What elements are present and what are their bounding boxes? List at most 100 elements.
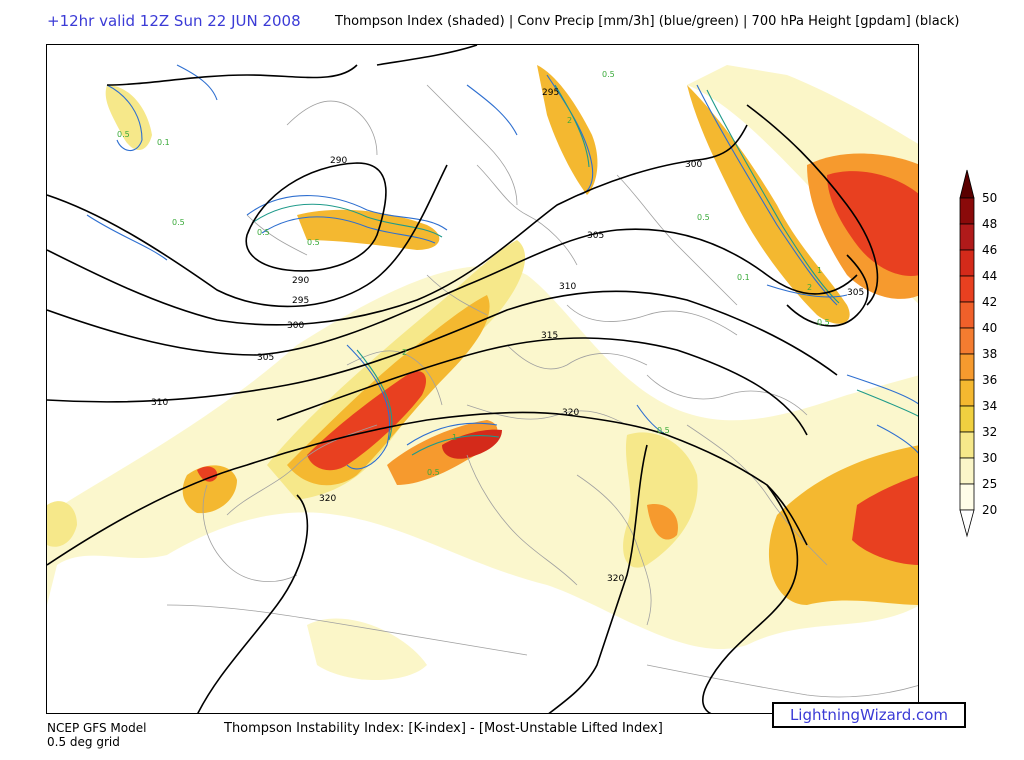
precip-label: 0.5 xyxy=(117,130,130,139)
colorbar-swatches xyxy=(959,169,975,538)
height-label: 305 xyxy=(257,353,274,363)
colorbar-label: 50 xyxy=(982,191,998,205)
height-label: 300 xyxy=(287,321,304,331)
model-name: NCEP GFS Model xyxy=(47,721,147,735)
shade-turkey-orange xyxy=(769,445,918,605)
contour-290-closed xyxy=(245,162,387,272)
model-info: NCEP GFS Model 0.5 deg grid xyxy=(47,721,146,749)
shade-pale-area xyxy=(47,266,918,649)
shade-norway-orange xyxy=(537,65,598,195)
shade-uk-orange xyxy=(297,209,440,250)
colorbar-label: 36 xyxy=(982,373,998,387)
map-svg: 295 290 290 295 300 300 305 305 310 310 … xyxy=(47,45,918,713)
precip-label: 2 xyxy=(567,116,572,125)
precip-label: 0.5 xyxy=(657,426,670,435)
shade-italy-red xyxy=(442,429,502,459)
precip-label: 0.5 xyxy=(172,218,185,227)
height-label: 310 xyxy=(559,282,576,292)
colorbar-swatch xyxy=(959,353,975,381)
colorbar-swatch xyxy=(959,223,975,251)
height-label: 320 xyxy=(319,494,336,504)
map-panel: 295 290 290 295 300 300 305 305 310 310 … xyxy=(46,44,919,714)
colorbar-label: 34 xyxy=(982,399,998,413)
colorbar-swatch xyxy=(959,301,975,329)
colorbar-swatch xyxy=(959,483,975,511)
contour-top xyxy=(376,45,478,66)
height-contours xyxy=(47,45,879,713)
shade-alps-red xyxy=(307,371,427,471)
precip-label: 0.5 xyxy=(602,70,615,79)
contour-north xyxy=(106,64,358,86)
precip-label: 0.5 xyxy=(697,213,710,222)
chart-title: Thompson Index (shaded) | Conv Precip [m… xyxy=(335,14,960,29)
precip-label: 2 xyxy=(402,348,407,357)
height-label: 290 xyxy=(330,156,347,166)
shade-spain-orange xyxy=(182,465,237,514)
precip-label: 0.5 xyxy=(257,228,270,237)
shade-pale-east xyxy=(687,65,918,304)
contour-315 xyxy=(276,337,808,436)
shade-east-band xyxy=(687,85,850,324)
colorbar-swatch xyxy=(959,275,975,303)
colorbar-label: 44 xyxy=(982,269,998,283)
colorbar-label: 46 xyxy=(982,243,998,257)
height-labels: 295 290 290 295 300 300 305 305 310 310 … xyxy=(151,88,864,584)
shade-spain-red xyxy=(197,466,218,482)
contour-320-east xyxy=(702,484,799,713)
shade-balkan-orange2 xyxy=(647,504,678,540)
colorbar-swatch xyxy=(959,379,975,407)
precip-labels: 0.5 0.1 0.5 0.5 0.5 2 0.5 1 2 0.5 0.5 2 … xyxy=(117,70,830,477)
colorbar-swatch xyxy=(959,431,975,459)
precip-label: 0.5 xyxy=(427,468,440,477)
colorbar-label: 30 xyxy=(982,451,998,465)
contour-295-west xyxy=(47,164,448,308)
contour-310 xyxy=(47,290,838,403)
precip-label: 1 xyxy=(817,266,822,275)
shade-balkan-orange xyxy=(623,432,698,568)
colorbar-label: 32 xyxy=(982,425,998,439)
contour-320-greece xyxy=(548,444,648,713)
height-label: 295 xyxy=(292,296,309,306)
precip-contours xyxy=(86,64,918,470)
shade-pale-south xyxy=(307,618,427,680)
contour-320-main xyxy=(47,411,808,566)
precip-label: 0.1 xyxy=(737,273,750,282)
country-borders xyxy=(166,84,918,698)
height-label: 305 xyxy=(847,288,864,298)
contour-305-east xyxy=(786,254,869,327)
colorbar-bottom-arrow xyxy=(959,509,975,538)
brand-link[interactable]: LightningWizard.com xyxy=(772,702,966,728)
precip-label: 0.5 xyxy=(817,318,830,327)
contour-320-south xyxy=(197,494,309,713)
contour-300-east xyxy=(746,104,879,306)
colorbar-label: 42 xyxy=(982,295,998,309)
colorbar-label: 48 xyxy=(982,217,998,231)
shade-russia-red xyxy=(827,171,918,276)
precip-label: 2 xyxy=(807,283,812,292)
precip-label: 0.5 xyxy=(307,238,320,247)
height-label: 315 xyxy=(541,331,558,341)
height-label: 320 xyxy=(607,574,624,584)
height-label: 290 xyxy=(292,276,309,286)
shade-west-edge xyxy=(47,501,77,547)
colorbar-swatch xyxy=(959,327,975,355)
height-label: 300 xyxy=(685,160,702,170)
thompson-shading xyxy=(47,65,918,680)
height-label: 320 xyxy=(562,408,579,418)
colorbar-swatch xyxy=(959,249,975,277)
precip-label: 1 xyxy=(452,433,457,442)
shade-turkey-red xyxy=(852,475,918,565)
colorbar xyxy=(959,169,975,538)
colorbar-top-arrow xyxy=(959,169,975,199)
contour-305 xyxy=(47,228,858,356)
colorbar-swatch xyxy=(959,197,975,225)
colorbar-label: 25 xyxy=(982,477,998,491)
index-description: Thompson Instability Index: [K-index] - … xyxy=(224,721,663,736)
model-grid: 0.5 deg grid xyxy=(47,735,120,749)
colorbar-label: 20 xyxy=(982,503,998,517)
precip-label: 0.1 xyxy=(157,138,170,147)
height-label: 310 xyxy=(151,398,168,408)
height-label: 305 xyxy=(587,231,604,241)
colorbar-swatch xyxy=(959,405,975,433)
contour-300 xyxy=(47,124,748,326)
